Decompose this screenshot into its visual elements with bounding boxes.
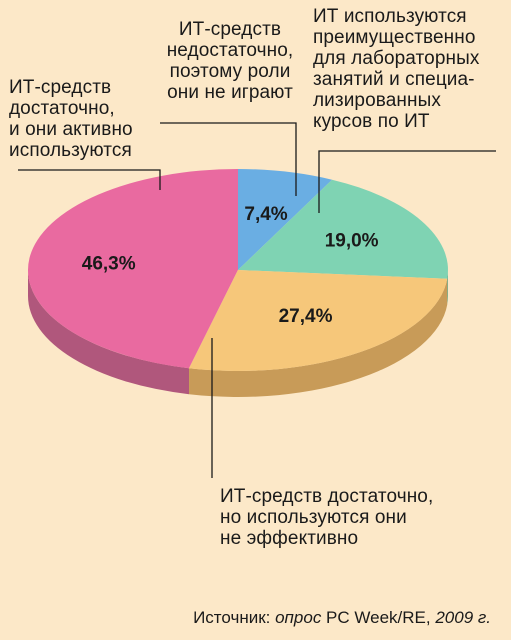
source-prefix: Источник: <box>193 608 271 627</box>
pie-slices <box>27 168 448 372</box>
leader-line-active-use <box>18 169 161 190</box>
pie-slice-lab-courses <box>238 179 448 279</box>
pie-slice-ineffective <box>189 270 448 372</box>
category-label-lab-courses: ИТ используются преимущественно для лабо… <box>313 6 480 132</box>
leader-lines <box>18 122 496 478</box>
category-label-insufficient: ИТ-средств недостаточно, поэтому роли он… <box>166 19 294 103</box>
value-label-insufficient: 7,4% <box>244 204 287 225</box>
value-label-active-use: 46,3% <box>82 254 136 275</box>
pie-side-ineffective <box>189 278 448 398</box>
leader-line-insufficient <box>160 122 297 196</box>
pie-slice-active-use <box>27 168 238 369</box>
category-label-ineffective: ИТ-средств достаточно, но используются о… <box>220 486 434 549</box>
source-name: PC Week/RE, <box>326 608 431 627</box>
value-label-lab-courses: 19,0% <box>325 230 379 251</box>
source-middle: опрос <box>275 608 322 627</box>
value-label-ineffective: 27,4% <box>279 306 333 327</box>
pie-slice-insufficient <box>238 169 333 270</box>
source-note: Источник: опрос PC Week/RE, 2009 г. <box>193 608 491 628</box>
pie-side-active-use <box>28 270 190 395</box>
pie-depth <box>28 270 448 398</box>
leader-line-lab-courses <box>318 150 496 213</box>
value-labels: 46,3% 7,4% 19,0% 27,4% <box>82 204 379 327</box>
pie-side-lab-courses <box>447 270 448 305</box>
source-year: 2009 г. <box>435 608 491 627</box>
category-label-active-use: ИТ-средств достаточно, и они активно исп… <box>9 77 133 161</box>
